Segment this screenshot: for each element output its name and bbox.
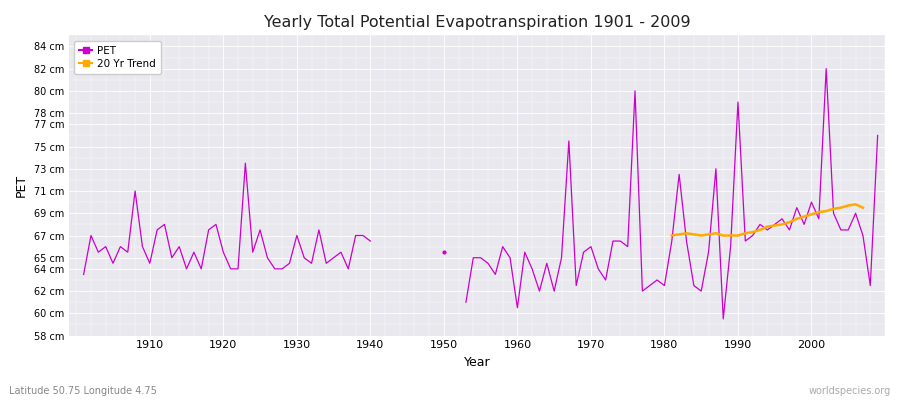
X-axis label: Year: Year: [464, 356, 490, 369]
Title: Yearly Total Potential Evapotranspiration 1901 - 2009: Yearly Total Potential Evapotranspiratio…: [264, 15, 690, 30]
Legend: PET, 20 Yr Trend: PET, 20 Yr Trend: [74, 40, 161, 74]
Y-axis label: PET: PET: [15, 174, 28, 197]
Text: Latitude 50.75 Longitude 4.75: Latitude 50.75 Longitude 4.75: [9, 386, 157, 396]
Text: worldspecies.org: worldspecies.org: [809, 386, 891, 396]
